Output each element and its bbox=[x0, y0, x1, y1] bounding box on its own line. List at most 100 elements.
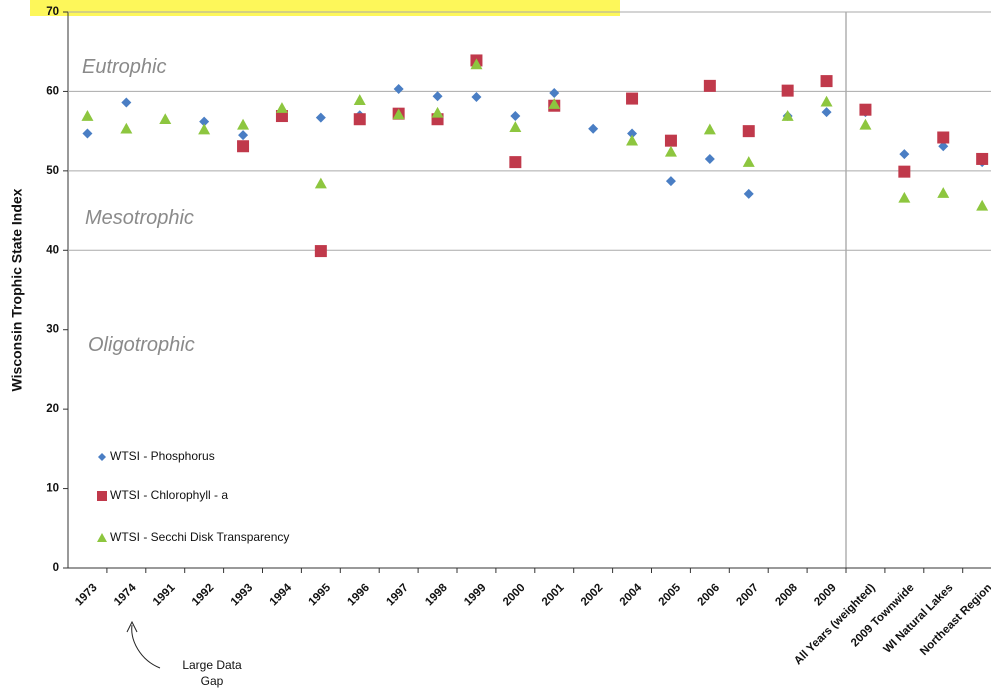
x-tick-label: 2005 bbox=[657, 581, 684, 608]
legend-marker bbox=[97, 491, 107, 501]
point bbox=[976, 152, 989, 165]
point bbox=[820, 75, 833, 88]
point bbox=[275, 110, 288, 123]
point bbox=[703, 79, 716, 92]
point bbox=[548, 98, 561, 109]
highlight bbox=[30, 0, 620, 16]
point bbox=[509, 156, 522, 169]
point bbox=[353, 113, 366, 126]
point bbox=[510, 111, 521, 122]
point bbox=[937, 187, 950, 198]
point bbox=[664, 145, 677, 157]
point bbox=[820, 95, 833, 107]
point bbox=[237, 118, 250, 130]
point bbox=[238, 130, 249, 141]
x-tick-label: 1997 bbox=[384, 582, 411, 609]
point bbox=[82, 128, 93, 139]
y-tick-label: 20 bbox=[46, 403, 59, 415]
point bbox=[899, 149, 910, 160]
point bbox=[121, 97, 132, 108]
point bbox=[664, 134, 677, 147]
point bbox=[976, 199, 989, 211]
y-tick-label: 70 bbox=[46, 6, 59, 18]
x-tick-label: 1992 bbox=[190, 582, 217, 609]
point bbox=[314, 245, 327, 258]
point bbox=[627, 128, 638, 139]
x-tick-label: 1993 bbox=[229, 582, 256, 609]
point bbox=[742, 125, 755, 138]
point bbox=[120, 122, 133, 134]
x-tick-label: 1991 bbox=[151, 581, 178, 608]
y-tick-label: 10 bbox=[46, 483, 59, 495]
x-tick-label: 2002 bbox=[579, 582, 606, 609]
x-tick-label: 1995 bbox=[307, 581, 334, 608]
zone-label: Oligotrophic bbox=[88, 334, 195, 356]
zone-label: Mesotrophic bbox=[85, 207, 194, 229]
point bbox=[626, 92, 639, 105]
x-tick-label: WI Natural Lakes bbox=[882, 582, 956, 656]
x-tick-label: 2008 bbox=[773, 581, 800, 608]
point bbox=[470, 58, 483, 70]
point bbox=[315, 112, 326, 123]
point bbox=[471, 91, 482, 102]
point bbox=[432, 91, 443, 102]
point bbox=[275, 102, 288, 113]
point bbox=[821, 107, 832, 118]
legend-label: WTSI - Phosphorus bbox=[110, 449, 215, 463]
x-tick-label: 1999 bbox=[462, 582, 489, 609]
point bbox=[314, 177, 327, 189]
point bbox=[704, 153, 715, 164]
point bbox=[781, 110, 794, 121]
point bbox=[509, 121, 522, 132]
y-tick-label: 50 bbox=[46, 165, 59, 177]
y-tick-label: 40 bbox=[46, 244, 59, 256]
x-tick-label: 2007 bbox=[734, 582, 761, 609]
x-tick-label: Northeast Region bbox=[918, 582, 991, 658]
legend-label: WTSI - Chlorophyll - a bbox=[110, 488, 228, 502]
x-tick-label: 1994 bbox=[268, 581, 295, 608]
point bbox=[81, 110, 94, 121]
x-tick-label: 2000 bbox=[501, 582, 528, 609]
point bbox=[237, 140, 250, 153]
point bbox=[743, 188, 754, 199]
point bbox=[549, 88, 560, 99]
legend-label: WTSI - Secchi Disk Transparency bbox=[110, 530, 289, 544]
note-line: Large Data Gap bbox=[182, 658, 242, 688]
point bbox=[937, 131, 950, 144]
y-axis-title: Wisconsin Trophic State Index bbox=[9, 188, 25, 391]
point bbox=[938, 141, 949, 152]
y-tick-label: 30 bbox=[46, 324, 59, 336]
legend-marker bbox=[97, 533, 107, 542]
point bbox=[159, 113, 172, 125]
y-tick-label: 60 bbox=[46, 85, 59, 97]
point bbox=[898, 191, 911, 203]
point bbox=[199, 116, 210, 127]
point bbox=[703, 123, 716, 135]
note-arrow bbox=[131, 624, 161, 669]
point bbox=[353, 94, 366, 105]
x-tick-label: 1998 bbox=[423, 581, 450, 608]
x-tick-label: 2009 bbox=[812, 582, 839, 609]
point bbox=[859, 103, 872, 116]
point bbox=[626, 134, 639, 146]
point bbox=[431, 106, 444, 118]
zone-label: Eutrophic bbox=[82, 56, 167, 78]
point bbox=[742, 156, 755, 167]
x-tick-label: 2006 bbox=[696, 582, 723, 609]
point bbox=[198, 123, 211, 135]
legend-marker bbox=[98, 453, 106, 461]
y-tick-label: 0 bbox=[53, 562, 59, 574]
point bbox=[859, 118, 872, 130]
point bbox=[392, 108, 405, 120]
x-tick-label: 1996 bbox=[345, 582, 372, 609]
point bbox=[781, 84, 794, 97]
point bbox=[898, 165, 911, 178]
x-tick-label: 1973 bbox=[73, 582, 100, 609]
x-tick-label: 2001 bbox=[540, 581, 567, 608]
point bbox=[393, 84, 404, 95]
point bbox=[665, 176, 676, 187]
point bbox=[588, 123, 599, 134]
x-tick-label: 1974 bbox=[112, 581, 139, 608]
